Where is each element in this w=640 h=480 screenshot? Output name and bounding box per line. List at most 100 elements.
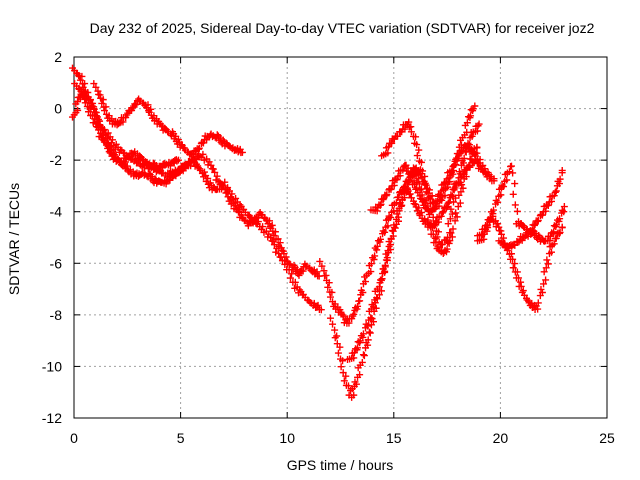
data-point [384,222,392,230]
data-point [548,248,556,256]
data-point [444,199,452,207]
data-point [221,178,229,186]
data-point [435,228,443,236]
data-point [495,227,503,235]
data-point [211,168,219,176]
data-point [517,282,525,290]
data-point [551,235,559,243]
data-point [359,351,367,359]
data-point [413,141,421,149]
data-point [556,215,564,223]
data-point [429,213,437,221]
y-tick-label: -8 [50,307,63,323]
data-point [387,246,395,254]
data-point [354,344,362,352]
data-point [444,183,452,191]
data-point [385,242,393,250]
data-point [481,169,489,177]
data-point [460,155,468,163]
data-point [362,278,370,286]
data-point [342,372,350,380]
data-point [455,168,463,176]
data-point [433,233,441,241]
data-point [421,172,429,180]
data-point [213,172,221,180]
data-point [509,190,517,198]
data-point [438,240,446,248]
data-point [443,245,451,253]
data-point [444,220,452,228]
data-point [355,297,363,305]
data-point [448,210,456,218]
data-point [471,148,479,156]
data-point [74,98,82,106]
data-point [325,279,333,287]
data-point [492,196,500,204]
data-point [369,318,377,326]
data-point [461,148,469,156]
data-point [447,205,455,213]
data-point [271,228,279,236]
data-point [326,314,334,322]
data-point [449,225,457,233]
data-point [276,239,284,247]
data-point [362,320,370,328]
data-point [464,139,472,147]
data-point [422,188,430,196]
x-tick-label: 15 [386,430,402,446]
data-point [423,185,431,193]
data-point [466,155,474,163]
data-point [131,101,139,109]
data-point [550,228,558,236]
data-point [99,96,107,104]
data-point [358,358,366,366]
data-point [453,213,461,221]
y-tick-label: -10 [42,358,62,374]
data-point [544,260,552,268]
data-point [74,106,82,114]
data-point [382,256,390,264]
data-point [419,167,427,175]
data-point [424,194,432,202]
data-point [84,108,92,116]
data-point [538,289,546,297]
data-point [368,315,376,323]
data-point [451,161,459,169]
data-point [429,230,437,238]
series-track-13 [495,203,568,252]
data-point [377,287,385,295]
data-point [511,201,519,209]
data-point [282,253,290,261]
data-point [365,328,373,336]
data-point [100,107,108,115]
data-point [534,299,542,307]
data-point [92,109,100,117]
data-point [253,214,261,222]
data-point [270,232,278,240]
series-track-9 [378,118,483,249]
data-point [412,133,420,141]
data-point [509,255,517,263]
data-point [385,212,393,220]
data-point [463,119,471,127]
data-point [173,157,181,165]
data-point [446,215,454,223]
data-point [340,377,348,385]
x-axis-label: GPS time / hours [287,457,394,473]
data-point [456,199,464,207]
data-point [486,214,494,222]
data-point [558,166,566,174]
data-point [457,188,465,196]
data-point [540,268,548,276]
data-point [288,270,296,278]
data-point [324,283,332,291]
data-point [424,216,432,224]
data-point [83,95,91,103]
data-point [86,104,94,112]
data-point [543,256,551,264]
data-point [439,208,447,216]
data-point [503,176,511,184]
series-track-5 [167,156,323,280]
x-tick-label: 20 [493,430,509,446]
y-tick-label: 2 [54,49,62,65]
